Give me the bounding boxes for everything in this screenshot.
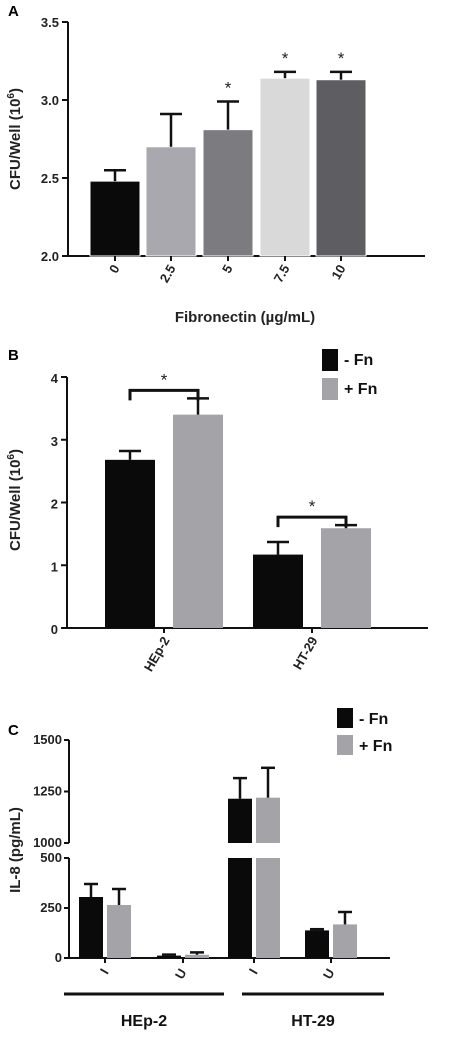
panel-b-significance: *: [161, 370, 168, 389]
panel-c-legend-swatch: [337, 735, 353, 755]
panel-c-bar: [305, 930, 329, 958]
panel-a-significance: *: [338, 49, 345, 68]
panel-a-significance: *: [282, 49, 289, 68]
panel-c-legend-label: + Fn: [359, 738, 392, 755]
panel-c-x-tick-label: I: [246, 966, 261, 977]
panel-a-y-tick-label: 2.5: [41, 171, 59, 186]
panel-c-bar: [107, 905, 131, 958]
panel-b-significance: *: [309, 497, 316, 516]
panel-a-letter: A: [8, 3, 19, 20]
panel-a-y-tick-label: 2.0: [41, 249, 59, 264]
panel-b-legend-label: - Fn: [344, 352, 373, 369]
panel-a-x-tick-label: 5: [219, 262, 236, 276]
panel-a-bar: [315, 79, 367, 257]
panel-c-y-title: IL-8 (pg/mL): [7, 807, 24, 893]
panel-c-legend-swatch: [337, 708, 353, 728]
panel-a-x-title: Fibronectin (µg/mL): [175, 309, 315, 326]
panel-a-x-tick-label: 10: [328, 262, 348, 282]
panel-c-y-tick-label: 1000: [33, 835, 62, 850]
panel-a-bar: [202, 129, 254, 257]
panel-a-y-title: CFU/Well (106): [6, 88, 24, 190]
panel-c-legend-label: - Fn: [359, 711, 388, 728]
panel-a-y-tick-label: 3.5: [41, 15, 59, 30]
panel-c-bar: [256, 858, 280, 958]
panel-b-bar: [253, 554, 303, 628]
panel-b-letter: B: [8, 347, 19, 364]
panel-a-x-tick-label: 2.5: [157, 262, 179, 285]
panel-c-y-tick-label: 1500: [33, 732, 62, 747]
panel-c-y-tick-label: 500: [40, 850, 62, 865]
panel-a-bar: [89, 180, 141, 257]
panel-b-bar: [173, 414, 223, 628]
panel-b-legend-swatch: [322, 378, 338, 400]
panel-a-y-tick-label: 3.0: [41, 93, 59, 108]
panel-c-bar: [333, 924, 357, 958]
panel-c-x-tick-label: U: [320, 966, 338, 982]
panel-c-bar: [228, 858, 252, 958]
panel-c-group-label: HEp-2: [121, 1013, 167, 1030]
panel-b-x-tick-label: HEp-2: [141, 634, 173, 674]
panel-c-x-tick-label: I: [97, 966, 112, 977]
panel-c-y-tick-label: 1250: [33, 784, 62, 799]
panel-b-y-title: CFU/Well (106): [6, 449, 24, 551]
panel-a-significance: *: [225, 79, 232, 98]
panel-b-y-tick-label: 4: [51, 371, 59, 386]
panel-b-legend-label: + Fn: [344, 381, 377, 398]
panel-a-bar: [145, 146, 197, 257]
panel-b-y-tick-label: 0: [51, 622, 58, 637]
panel-c-y-tick-label: 250: [40, 900, 62, 915]
panel-c-bar: [185, 954, 209, 958]
panel-c-bar: [79, 897, 103, 958]
panel-c-x-tick-label: U: [172, 966, 190, 982]
panel-a-x-tick-label: 7.5: [271, 262, 293, 285]
panel-b-y-tick-label: 2: [51, 497, 58, 512]
panel-b-legend-swatch: [322, 349, 338, 371]
panel-b-significance-bracket: [128, 388, 200, 401]
panel-b-significance-bracket: [276, 515, 348, 528]
panel-c-bar-upper: [228, 798, 252, 843]
panel-b-x-tick-label: HT-29: [290, 634, 321, 672]
panel-b-y-tick-label: 1: [51, 559, 58, 574]
panel-c-letter: C: [8, 722, 19, 739]
panel-b-bar: [321, 528, 371, 628]
panel-c-group-label: HT-29: [291, 1013, 335, 1030]
panel-a-x-tick-label: 0: [106, 262, 123, 276]
panel-b-bar: [105, 459, 155, 628]
panel-c-bar-upper: [256, 797, 280, 843]
panel-c-y-tick-label: 0: [55, 950, 62, 965]
panel-c-bar: [157, 955, 181, 958]
panel-b-y-tick-label: 3: [51, 434, 58, 449]
panel-a-bar: [259, 77, 311, 257]
